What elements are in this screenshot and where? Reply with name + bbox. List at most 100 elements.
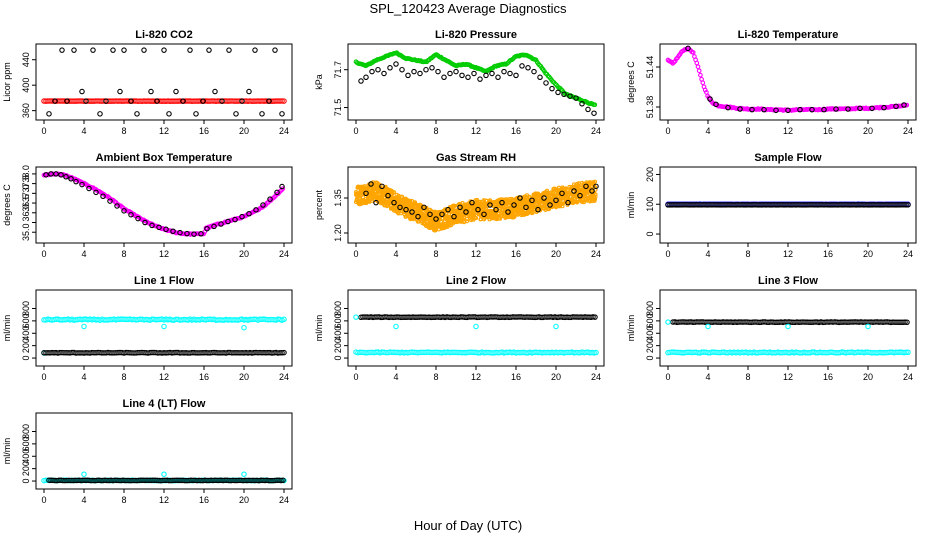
x-tick-label: 8 (121, 372, 126, 382)
y-tick-label: 36.5 (21, 194, 31, 212)
data-point (117, 88, 123, 95)
data-point (90, 47, 96, 53)
data-point (64, 98, 70, 104)
y-tick-label: 360 (21, 103, 31, 118)
data-point (86, 185, 92, 192)
data-point (200, 98, 206, 104)
data-point (487, 202, 493, 208)
series-black (358, 61, 597, 116)
data-point (695, 64, 701, 70)
data-point (415, 213, 421, 220)
series-black (46, 477, 286, 484)
data-point (893, 103, 899, 110)
panel-5: Sample Flow 0 4 8 12 16 20 24 0 100 200 ml/min (626, 152, 917, 259)
panel-title: Li-820 CO2 (135, 29, 192, 41)
data-point (149, 222, 155, 229)
data-point (593, 349, 599, 356)
data-point (589, 188, 595, 194)
data-point (833, 106, 839, 112)
data-point (473, 323, 479, 330)
data-point (469, 199, 475, 206)
data-point (417, 70, 423, 77)
data-point (435, 68, 441, 75)
x-tick-label: 20 (239, 126, 249, 136)
x-tick-label: 4 (81, 372, 86, 382)
x-tick-label: 12 (159, 495, 169, 505)
data-point (513, 72, 519, 79)
data-point (81, 471, 87, 477)
data-point (375, 66, 381, 73)
data-point (451, 213, 457, 220)
data-point (474, 197, 480, 203)
data-point (405, 72, 411, 79)
data-point (272, 47, 278, 53)
data-point (170, 228, 176, 235)
data-point (797, 106, 803, 113)
data-point (560, 201, 566, 206)
data-point (904, 102, 910, 108)
data-point (369, 68, 375, 75)
data-point (403, 206, 409, 213)
data-point (259, 111, 265, 117)
x-tick-label: 4 (393, 249, 398, 259)
x-tick-label: 16 (511, 372, 521, 382)
plot-frame (35, 43, 293, 121)
data-point (191, 231, 197, 237)
y-tick-label: 800 (645, 301, 655, 316)
data-point (393, 61, 399, 67)
data-point (696, 68, 702, 74)
data-point (107, 198, 113, 204)
x-tick-label: 0 (41, 249, 46, 259)
data-point (198, 231, 204, 237)
data-point (173, 88, 179, 95)
x-axis-label: Hour of Day (UTC) (413, 518, 523, 533)
data-point (901, 102, 907, 108)
data-point (567, 93, 573, 99)
x-tick-label: 20 (551, 249, 561, 259)
x-tick-label: 8 (745, 249, 750, 259)
data-point (749, 106, 755, 113)
panel-0: Li-820 CO2 0 4 8 12 16 20 24 360 400 440 Licor ppm (2, 29, 293, 136)
y-tick-label: 35.0 (21, 223, 31, 241)
data-point (463, 209, 469, 215)
y-tick-label: 800 (21, 424, 31, 439)
data-point (555, 89, 561, 96)
data-point (387, 65, 393, 71)
data-point (579, 101, 585, 107)
data-point (373, 199, 379, 206)
data-point (241, 471, 247, 477)
data-point (358, 78, 364, 84)
y-tick-label: 0 (645, 356, 655, 361)
x-tick-label: 0 (665, 126, 670, 136)
panel-title: Line 3 Flow (758, 275, 818, 287)
x-tick-label: 16 (823, 249, 833, 259)
data-point (252, 47, 258, 53)
data-point (530, 210, 535, 215)
data-point (845, 106, 851, 112)
data-point (590, 314, 596, 320)
y-tick-label: 600 (645, 313, 655, 328)
y-tick-label: 400 (21, 78, 31, 93)
data-point (219, 98, 225, 104)
series-black (685, 45, 907, 114)
y-tick-label: 71.7 (333, 61, 343, 79)
data-point (517, 195, 523, 201)
x-tick-label: 16 (199, 126, 209, 136)
y-axis-label: ml/min (2, 438, 12, 465)
data-point (68, 176, 74, 182)
x-tick-label: 20 (863, 249, 873, 259)
data-point (881, 104, 887, 111)
data-point (253, 207, 259, 213)
y-axis-label: degrees C (2, 184, 12, 226)
x-tick-label: 24 (903, 126, 913, 136)
data-point (411, 68, 417, 75)
data-point (368, 181, 374, 187)
data-point (93, 189, 99, 196)
data-point (226, 47, 232, 53)
y-axis-label: kPa (314, 74, 324, 90)
data-point (543, 80, 549, 86)
x-tick-label: 8 (121, 126, 126, 136)
